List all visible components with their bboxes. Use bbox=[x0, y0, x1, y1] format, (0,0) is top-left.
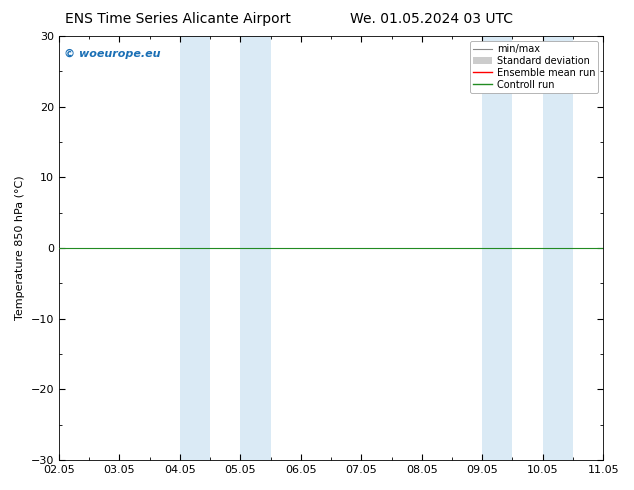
Y-axis label: Temperature 850 hPa (°C): Temperature 850 hPa (°C) bbox=[15, 176, 25, 320]
Bar bbox=[482, 36, 512, 460]
Legend: min/max, Standard deviation, Ensemble mean run, Controll run: min/max, Standard deviation, Ensemble me… bbox=[470, 41, 598, 93]
Bar bbox=[240, 36, 271, 460]
Text: ENS Time Series Alicante Airport: ENS Time Series Alicante Airport bbox=[65, 12, 290, 26]
Bar bbox=[180, 36, 210, 460]
Bar bbox=[543, 36, 573, 460]
Text: © woeurope.eu: © woeurope.eu bbox=[65, 49, 161, 59]
Text: We. 01.05.2024 03 UTC: We. 01.05.2024 03 UTC bbox=[349, 12, 513, 26]
